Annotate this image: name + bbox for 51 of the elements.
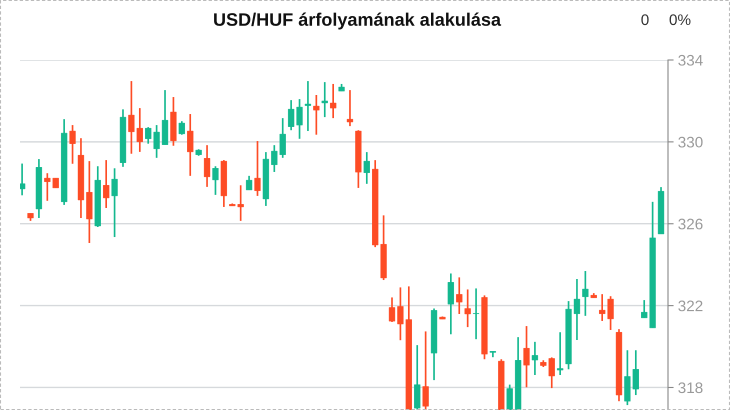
candlestick <box>599 293 606 322</box>
candlestick <box>414 344 420 410</box>
candlestick <box>178 120 185 136</box>
candlestick <box>548 356 555 389</box>
candlestick <box>364 151 370 185</box>
candlestick <box>506 384 513 410</box>
y-tick-label: 318 <box>678 382 703 394</box>
candlestick <box>187 113 194 177</box>
candlestick <box>204 144 210 188</box>
candlestick <box>607 295 614 331</box>
candlestick <box>20 162 26 196</box>
y-tick-label: 330 <box>678 136 703 148</box>
chart-title: USD/HUF árfolyamának alakulása <box>214 12 502 30</box>
candlestick <box>641 299 648 319</box>
text: 0 <box>641 14 649 26</box>
candlestick <box>532 341 538 376</box>
candlestick <box>422 330 429 410</box>
candlestick <box>212 165 219 196</box>
candlestick <box>136 107 143 153</box>
candlestick <box>128 80 135 155</box>
candlestick <box>330 83 336 119</box>
candlestick <box>288 99 294 132</box>
candlestick <box>254 140 261 197</box>
candlestick <box>246 175 252 191</box>
candlestick <box>472 288 480 340</box>
candlestick <box>322 81 328 118</box>
candlestick <box>313 94 320 136</box>
y-tick-label: 334 <box>678 54 703 66</box>
candlestick <box>464 288 471 328</box>
candlestick <box>111 167 118 238</box>
candlestick <box>280 117 286 159</box>
text: 0% <box>670 14 690 26</box>
candlestick <box>153 124 160 159</box>
candlestick <box>632 349 639 396</box>
candlestick <box>103 159 110 209</box>
candlestick <box>556 331 564 376</box>
candlestick <box>582 270 589 317</box>
y-tick-label: 326 <box>678 218 703 230</box>
candlestick <box>52 177 59 189</box>
candlestick <box>346 89 354 127</box>
candlestick <box>271 144 278 173</box>
candlestick <box>523 325 530 388</box>
candlestick <box>448 272 454 336</box>
candlestick <box>296 98 303 140</box>
y-tick-label: 322 <box>678 300 702 312</box>
candlestick <box>69 124 76 165</box>
candlestick <box>456 276 462 315</box>
candlestick <box>304 80 312 132</box>
candlestick <box>145 126 152 145</box>
candlestick <box>44 172 50 202</box>
candlestick <box>238 184 244 222</box>
